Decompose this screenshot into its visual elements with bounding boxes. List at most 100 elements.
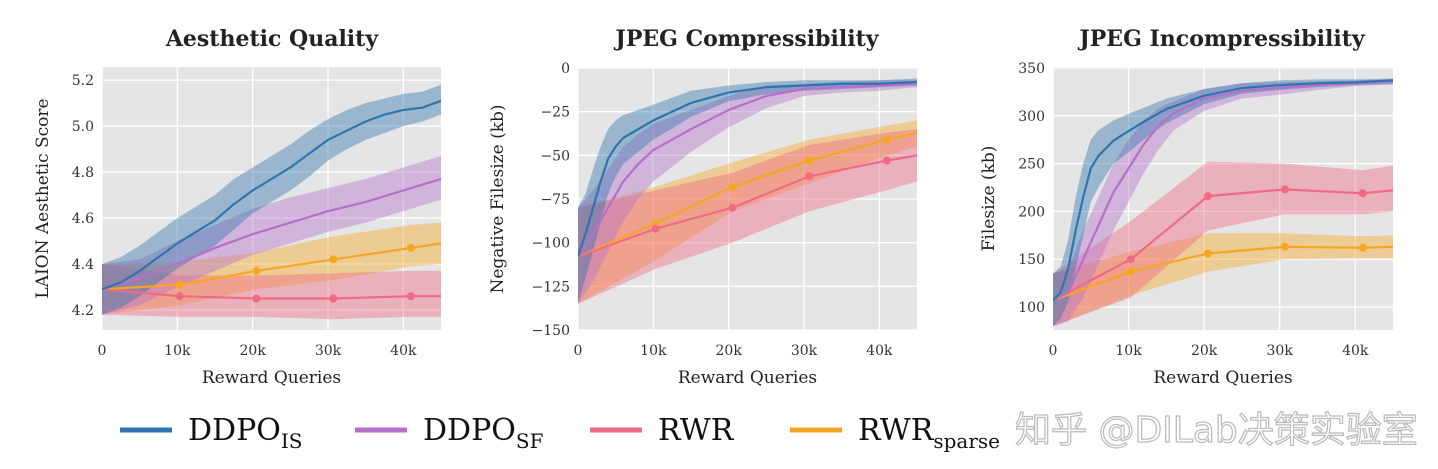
subplot-title: JPEG Incompressibility bbox=[1077, 26, 1366, 52]
band-DDPO_SF bbox=[1053, 79, 1393, 327]
x-tick-label: 10k bbox=[640, 343, 667, 359]
marker-RWR_sparse bbox=[252, 266, 261, 275]
x-tick-label: 40k bbox=[866, 343, 893, 359]
marker-RWR bbox=[882, 156, 891, 165]
band-DDPO_IS bbox=[1053, 78, 1393, 327]
legend-label: RWR bbox=[658, 413, 735, 448]
line-RWR_sparse bbox=[1053, 245, 1393, 302]
line-RWR_sparse bbox=[102, 242, 441, 291]
marker-RWR_sparse bbox=[1280, 242, 1289, 251]
y-axis-label: Negative Filesize (kb) bbox=[488, 104, 508, 293]
marker-RWR_sparse bbox=[175, 280, 184, 289]
x-tick-label: 20k bbox=[1191, 343, 1218, 359]
y-tick-label: −150 bbox=[532, 323, 570, 339]
legend-label-main: RWR bbox=[658, 413, 735, 448]
x-axis-label: Reward Queries bbox=[202, 368, 341, 388]
marker-RWR bbox=[329, 294, 338, 303]
band-RWR bbox=[102, 264, 441, 320]
subplot-title: Aesthetic Quality bbox=[165, 26, 379, 52]
x-axis-label: Reward Queries bbox=[1153, 368, 1292, 388]
marker-RWR_sparse bbox=[329, 255, 338, 264]
marker-RWR_sparse bbox=[1358, 243, 1367, 252]
band-DDPO_IS bbox=[102, 84, 441, 315]
marker-RWR bbox=[651, 224, 660, 233]
marker-RWR bbox=[1280, 185, 1289, 194]
y-tick-label: 5.2 bbox=[72, 73, 94, 89]
marker-RWR bbox=[1203, 192, 1212, 201]
legend-item-RWR: RWR bbox=[590, 413, 735, 448]
marker-RWR bbox=[175, 292, 184, 301]
x-tick-label: 20k bbox=[240, 343, 267, 359]
y-tick-label: 4.2 bbox=[72, 303, 94, 319]
y-tick-label: 4.8 bbox=[72, 165, 94, 181]
line-RWR bbox=[1053, 188, 1393, 302]
band-RWR bbox=[1053, 161, 1393, 327]
y-axis-label: LAION Aesthetic Score bbox=[33, 98, 53, 298]
x-axis-label: Reward Queries bbox=[678, 368, 817, 388]
marker-RWR_sparse bbox=[1203, 249, 1212, 258]
y-axis-label: Filesize (kb) bbox=[979, 146, 999, 252]
band-RWR_sparse bbox=[578, 120, 917, 304]
y-tick-label: 300 bbox=[1018, 109, 1045, 125]
y-tick-label: 4.6 bbox=[72, 211, 94, 227]
line-DDPO_SF bbox=[102, 177, 441, 291]
y-tick-label: 4.4 bbox=[72, 257, 94, 273]
x-tick-label: 40k bbox=[1342, 343, 1369, 359]
legend-label: DDPOSF bbox=[423, 413, 544, 453]
x-tick-label: 30k bbox=[791, 343, 818, 359]
band-RWR_sparse bbox=[1053, 233, 1393, 327]
y-tick-label: −50 bbox=[540, 148, 570, 164]
marker-RWR_sparse bbox=[1126, 267, 1135, 276]
subplot-3: 0 10k 20k 30k 40k 100 150 200 250 300 350 JPEG Inco… bbox=[979, 26, 1393, 388]
legend-label: RWRsparse bbox=[858, 413, 1000, 453]
legend-label: DDPOIS bbox=[188, 413, 303, 453]
y-tick-label: −100 bbox=[532, 236, 570, 252]
y-tick-label: −125 bbox=[532, 279, 570, 295]
marker-RWR bbox=[406, 292, 415, 301]
legend-label-subscript: IS bbox=[281, 429, 303, 453]
series-group bbox=[1053, 78, 1393, 327]
y-tick-label: 200 bbox=[1018, 204, 1045, 220]
line-DDPO_IS bbox=[1053, 79, 1393, 302]
legend-label-main: DDPO bbox=[423, 413, 516, 448]
marker-RWR_sparse bbox=[406, 243, 415, 252]
x-tick-label: 0 bbox=[1049, 343, 1058, 359]
y-tick-label: 150 bbox=[1018, 252, 1045, 268]
marker-RWR bbox=[805, 172, 814, 181]
legend-item-DDPO_SF: DDPOSF bbox=[355, 413, 544, 453]
x-tick-label: 0 bbox=[574, 343, 583, 359]
marker-RWR bbox=[728, 203, 737, 212]
series-group bbox=[102, 84, 441, 320]
marker-RWR_sparse bbox=[882, 135, 891, 144]
watermark: 知乎 @DILab决策实验室 bbox=[1015, 410, 1418, 451]
marker-RWR bbox=[1358, 189, 1367, 198]
legend-label-subscript: sparse bbox=[933, 429, 1000, 453]
line-DDPO_IS bbox=[578, 80, 917, 257]
band-DDPO_SF bbox=[102, 155, 441, 315]
x-tick-label: 20k bbox=[716, 343, 743, 359]
y-tick-label: 100 bbox=[1018, 300, 1045, 316]
x-tick-label: 30k bbox=[315, 343, 342, 359]
x-tick-label: 40k bbox=[390, 343, 417, 359]
x-tick-label: 10k bbox=[1115, 343, 1142, 359]
subplot-title: JPEG Compressibility bbox=[613, 26, 879, 52]
y-tick-label: 5.0 bbox=[72, 119, 94, 135]
legend-item-DDPO_IS: DDPOIS bbox=[120, 413, 303, 453]
x-tick-label: 10k bbox=[164, 343, 191, 359]
line-RWR bbox=[102, 288, 441, 300]
legend-item-RWR_sparse: RWRsparse bbox=[790, 413, 1000, 453]
marker-RWR bbox=[1126, 255, 1135, 264]
y-tick-label: 0 bbox=[561, 61, 570, 77]
y-tick-label: −25 bbox=[540, 105, 570, 121]
legend-label-main: DDPO bbox=[188, 413, 281, 448]
x-tick-label: 30k bbox=[1267, 343, 1294, 359]
y-tick-label: 350 bbox=[1018, 61, 1045, 77]
line-DDPO_SF bbox=[1053, 80, 1393, 302]
line-RWR_sparse bbox=[578, 131, 917, 258]
line-DDPO_SF bbox=[578, 82, 917, 258]
subplot-2: 0 10k 20k 30k 40k −150 −125 −100 −75 −50 −25 0 JPEG … bbox=[488, 26, 917, 388]
legend-label-main: RWR bbox=[858, 413, 935, 448]
legend: DDPOIS DDPOSF RWR RWRsparse bbox=[120, 413, 1000, 453]
